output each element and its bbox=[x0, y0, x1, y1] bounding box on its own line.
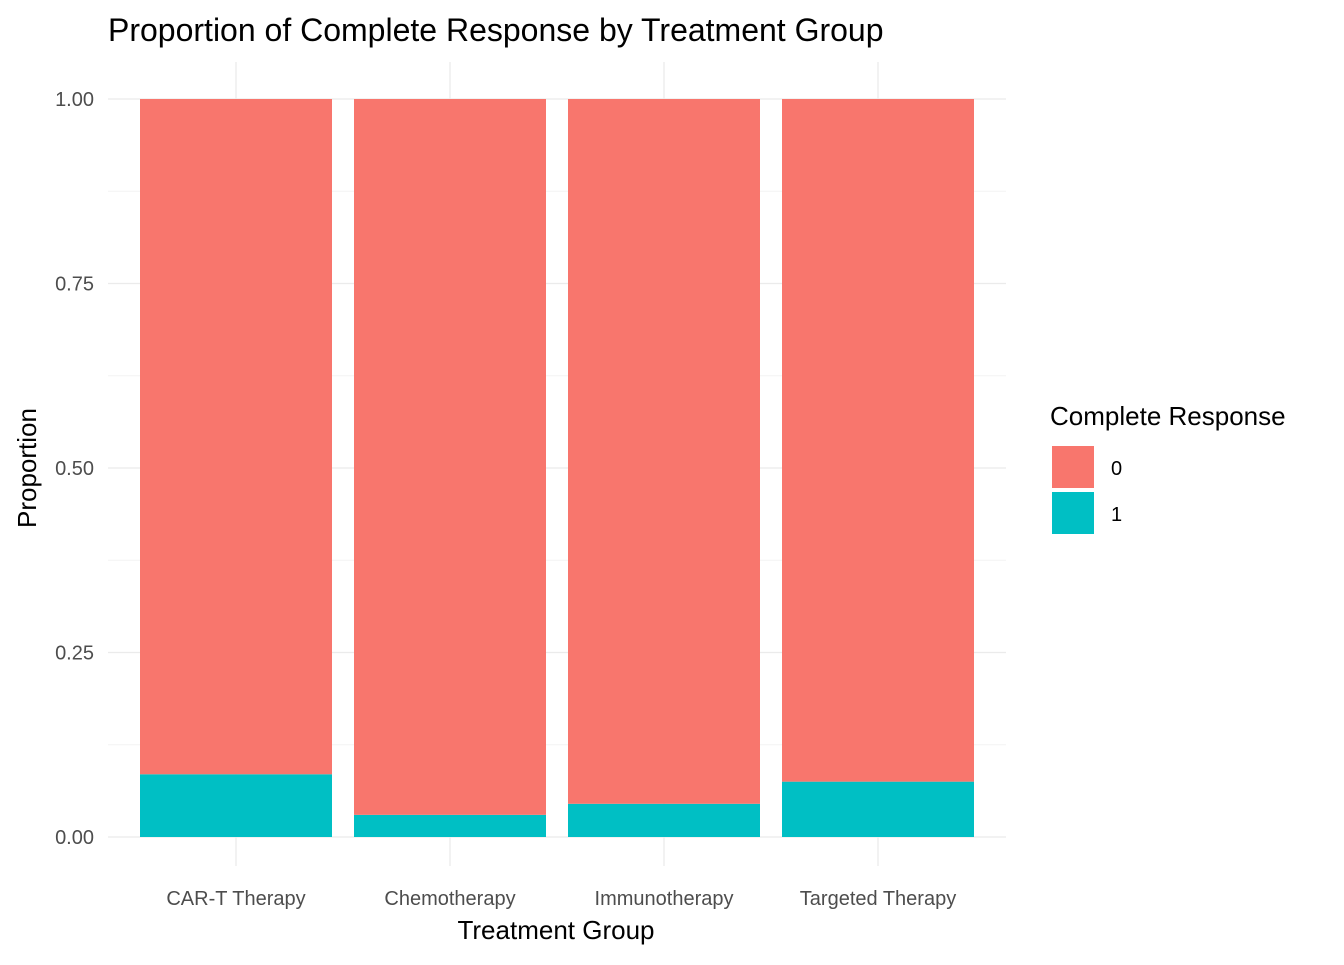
bar-segment-1 bbox=[354, 814, 546, 837]
bar-segment-0 bbox=[354, 99, 546, 815]
y-axis-title: Proportion bbox=[12, 408, 42, 528]
x-tick-label: Chemotherapy bbox=[384, 888, 515, 910]
y-tick-label: 0.50 bbox=[55, 458, 94, 480]
y-tick-label: 0.25 bbox=[55, 643, 94, 665]
bars-layer bbox=[140, 99, 974, 837]
x-tick-label: Immunotherapy bbox=[595, 888, 734, 910]
x-axis-title: Treatment Group bbox=[457, 915, 654, 945]
legend-key-1 bbox=[1052, 492, 1094, 534]
bar-segment-0 bbox=[568, 99, 760, 804]
y-tick-label: 0.75 bbox=[55, 274, 94, 296]
bar-segment-0 bbox=[140, 99, 332, 775]
chart-title: Proportion of Complete Response by Treat… bbox=[108, 12, 884, 48]
bar-segment-1 bbox=[782, 781, 974, 837]
y-tick-label: 1.00 bbox=[55, 89, 94, 111]
bar-segment-1 bbox=[140, 774, 332, 837]
legend-key-0 bbox=[1052, 446, 1094, 488]
legend: 01 bbox=[1052, 446, 1122, 534]
bar-segment-0 bbox=[782, 99, 974, 782]
axis-layer: 0.00 0.25 0.50 0.75 1.00 CAR-T Therapy Chemoth… bbox=[55, 89, 956, 910]
legend-label-1: 1 bbox=[1111, 504, 1122, 526]
legend-label-0: 0 bbox=[1111, 458, 1122, 480]
x-tick-label: Targeted Therapy bbox=[800, 888, 956, 910]
bar-segment-1 bbox=[568, 803, 760, 837]
legend-title: Complete Response bbox=[1050, 401, 1286, 431]
x-tick-label: CAR-T Therapy bbox=[166, 888, 305, 910]
y-tick-label: 0.00 bbox=[55, 827, 94, 849]
